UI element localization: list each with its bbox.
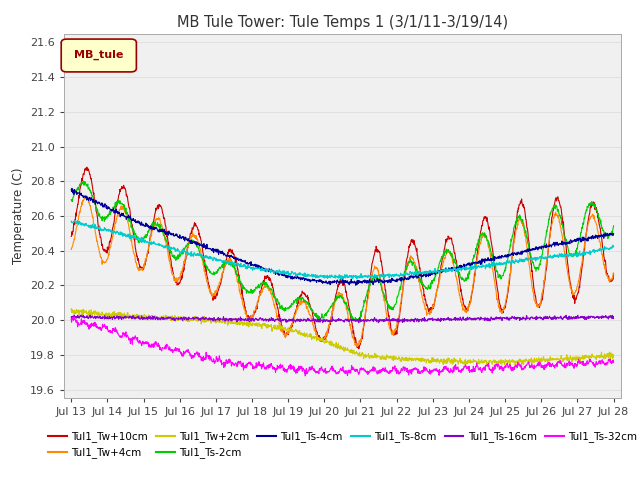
Tul1_Ts-32cm: [301, 373, 309, 379]
Tul1_Ts-32cm: [67, 316, 75, 322]
Tul1_Tw+10cm: [83, 164, 91, 170]
Tul1_Ts-2cm: [249, 288, 257, 293]
Text: MB_tule: MB_tule: [74, 49, 124, 60]
Tul1_Ts-32cm: [188, 353, 196, 359]
FancyBboxPatch shape: [61, 39, 136, 72]
Tul1_Ts-8cm: [67, 218, 75, 224]
Tul1_Ts-32cm: [546, 364, 554, 370]
Tul1_Ts-32cm: [71, 314, 79, 320]
Tul1_Tw+2cm: [497, 359, 505, 364]
Tul1_Tw+4cm: [67, 247, 75, 252]
Tul1_Ts-8cm: [249, 265, 257, 271]
Line: Tul1_Ts-16cm: Tul1_Ts-16cm: [71, 315, 614, 323]
Tul1_Ts-2cm: [175, 254, 183, 260]
Tul1_Tw+4cm: [498, 311, 506, 316]
Tul1_Tw+10cm: [249, 312, 257, 318]
Tul1_Ts-4cm: [498, 252, 506, 258]
Tul1_Ts-16cm: [355, 320, 363, 325]
Tul1_Ts-2cm: [353, 319, 361, 324]
Tul1_Tw+10cm: [355, 346, 363, 352]
Tul1_Ts-16cm: [546, 314, 554, 320]
Tul1_Ts-16cm: [498, 318, 506, 324]
Tul1_Ts-2cm: [498, 273, 506, 278]
Tul1_Ts-32cm: [610, 360, 618, 365]
Tul1_Tw+4cm: [428, 309, 435, 315]
Line: Tul1_Tw+10cm: Tul1_Tw+10cm: [71, 167, 614, 349]
Tul1_Tw+4cm: [83, 193, 91, 199]
Tul1_Tw+4cm: [188, 234, 196, 240]
Tul1_Ts-4cm: [249, 262, 257, 267]
Tul1_Tw+10cm: [498, 310, 506, 315]
Tul1_Ts-16cm: [610, 316, 618, 322]
Tul1_Ts-8cm: [337, 276, 345, 282]
Tul1_Tw+10cm: [546, 234, 554, 240]
Tul1_Tw+2cm: [188, 318, 196, 324]
Tul1_Ts-16cm: [67, 314, 75, 320]
Tul1_Ts-4cm: [175, 234, 183, 240]
Tul1_Ts-4cm: [352, 282, 360, 288]
Line: Tul1_Ts-2cm: Tul1_Ts-2cm: [71, 181, 614, 322]
Tul1_Ts-8cm: [546, 253, 554, 259]
Tul1_Tw+2cm: [546, 356, 554, 361]
Tul1_Ts-8cm: [175, 248, 183, 253]
Tul1_Ts-8cm: [610, 243, 618, 249]
Tul1_Tw+4cm: [546, 234, 554, 240]
Tul1_Ts-2cm: [428, 279, 435, 285]
Tul1_Tw+10cm: [610, 272, 618, 278]
Tul1_Tw+10cm: [67, 233, 75, 239]
Tul1_Ts-32cm: [498, 366, 506, 372]
Tul1_Ts-32cm: [175, 346, 183, 351]
Tul1_Ts-16cm: [249, 316, 257, 322]
Tul1_Ts-4cm: [188, 239, 196, 244]
Tul1_Ts-4cm: [610, 231, 618, 237]
Title: MB Tule Tower: Tule Temps 1 (3/1/11-3/19/14): MB Tule Tower: Tule Temps 1 (3/1/11-3/19…: [177, 15, 508, 30]
Tul1_Ts-2cm: [610, 223, 618, 228]
Tul1_Tw+2cm: [175, 318, 182, 324]
Line: Tul1_Tw+4cm: Tul1_Tw+4cm: [71, 196, 614, 347]
Tul1_Tw+2cm: [249, 320, 257, 326]
Tul1_Ts-16cm: [86, 312, 94, 318]
Line: Tul1_Tw+2cm: Tul1_Tw+2cm: [71, 309, 614, 366]
Legend: Tul1_Tw+10cm, Tul1_Tw+4cm, Tul1_Tw+2cm, Tul1_Ts-2cm, Tul1_Ts-4cm, Tul1_Ts-8cm, T: Tul1_Tw+10cm, Tul1_Tw+4cm, Tul1_Tw+2cm, …: [44, 427, 640, 463]
Tul1_Ts-2cm: [188, 239, 196, 245]
Tul1_Ts-16cm: [188, 316, 196, 322]
Tul1_Ts-8cm: [188, 253, 196, 259]
Tul1_Ts-2cm: [546, 213, 554, 218]
Tul1_Tw+2cm: [67, 306, 75, 312]
Tul1_Ts-32cm: [428, 368, 435, 373]
Tul1_Tw+4cm: [610, 270, 618, 276]
Y-axis label: Temperature (C): Temperature (C): [12, 168, 24, 264]
Tul1_Tw+10cm: [175, 280, 183, 286]
Tul1_Tw+10cm: [428, 304, 435, 310]
Tul1_Ts-16cm: [428, 316, 435, 322]
Tul1_Ts-4cm: [67, 187, 75, 192]
Line: Tul1_Ts-4cm: Tul1_Ts-4cm: [71, 188, 614, 285]
Tul1_Ts-4cm: [68, 185, 76, 191]
Tul1_Ts-2cm: [67, 197, 75, 203]
Tul1_Tw+2cm: [427, 358, 435, 363]
Tul1_Tw+4cm: [354, 344, 362, 349]
Tul1_Ts-4cm: [546, 242, 554, 248]
Tul1_Tw+10cm: [188, 225, 196, 231]
Tul1_Tw+4cm: [249, 313, 257, 319]
Tul1_Tw+4cm: [175, 276, 183, 282]
Line: Tul1_Ts-8cm: Tul1_Ts-8cm: [71, 221, 614, 279]
Tul1_Ts-2cm: [80, 178, 88, 184]
Tul1_Ts-32cm: [249, 366, 257, 372]
Tul1_Ts-4cm: [428, 272, 435, 277]
Tul1_Ts-8cm: [74, 218, 81, 224]
Tul1_Tw+2cm: [610, 353, 618, 359]
Tul1_Ts-16cm: [175, 315, 183, 321]
Tul1_Ts-8cm: [428, 269, 435, 275]
Tul1_Ts-8cm: [498, 261, 506, 267]
Line: Tul1_Ts-32cm: Tul1_Ts-32cm: [71, 317, 614, 376]
Tul1_Tw+2cm: [518, 363, 525, 369]
